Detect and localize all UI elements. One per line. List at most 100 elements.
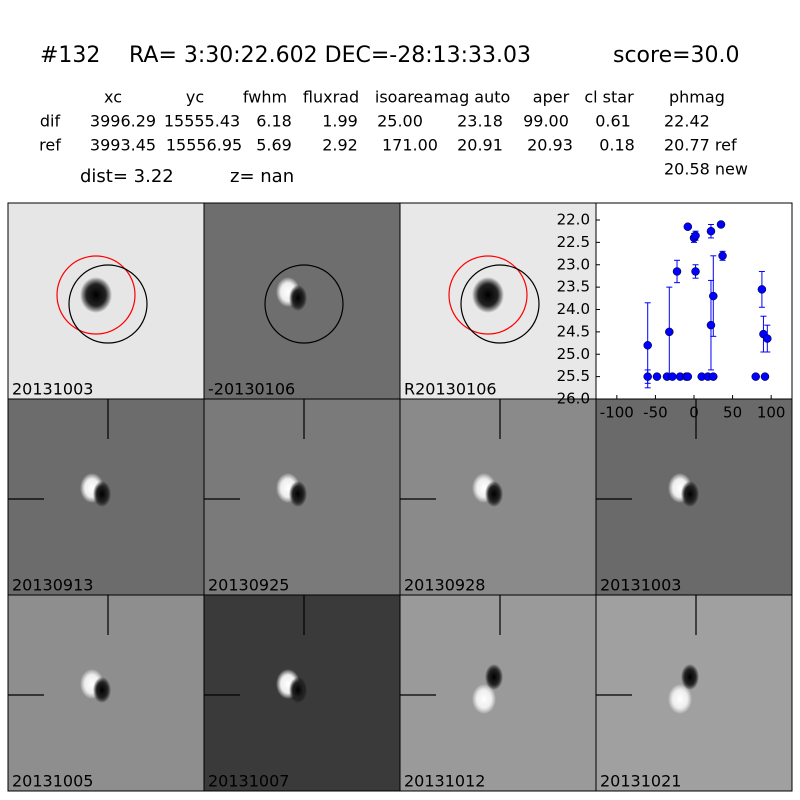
point — [672, 267, 682, 276]
column-header: phmag — [669, 88, 725, 107]
cell: 20.91 — [457, 136, 503, 155]
cell: 15555.43 — [164, 112, 240, 131]
x-tick-label: -50 — [643, 404, 668, 422]
cell: 20.77 ref — [664, 136, 737, 155]
y-tick-label: 22.5 — [557, 233, 590, 251]
point — [691, 231, 700, 240]
point — [716, 220, 726, 229]
row-label: ref — [39, 136, 61, 155]
source-dark — [485, 664, 503, 690]
red-circle — [448, 255, 528, 335]
source-bright — [472, 684, 496, 714]
point — [652, 372, 662, 381]
y-tick-label: 24.0 — [557, 300, 590, 318]
source-dark — [681, 481, 699, 507]
point — [691, 267, 700, 276]
cell: 0.61 — [595, 112, 631, 131]
stamps: 20131003 -20130106 R20130106 20130913 201309… — [7, 202, 793, 792]
cell: 3993.45 — [90, 136, 156, 155]
source-dark — [93, 677, 111, 703]
black-circle — [460, 264, 540, 344]
point — [683, 222, 693, 231]
stamp-label: 20130913 — [12, 576, 93, 595]
point — [757, 285, 767, 294]
cell: 171.00 — [382, 136, 438, 155]
x-tick-label: 100 — [757, 404, 786, 422]
stamp-image — [399, 594, 597, 792]
red-circle — [56, 255, 136, 335]
y-tick-label: 26.0 — [557, 390, 590, 408]
source-dark — [485, 481, 503, 507]
source-dark — [93, 481, 111, 507]
column-header: yc — [186, 88, 204, 107]
score: score=30.0 — [613, 43, 740, 68]
column-header: xc — [104, 88, 122, 107]
y-tick-label: 23.0 — [557, 255, 590, 273]
source — [472, 277, 504, 313]
stamp-label: 20131003 — [600, 576, 681, 595]
stamp-label: 20131003 — [12, 380, 93, 399]
stamp-label: 20131021 — [600, 772, 681, 791]
cell: 2.92 — [322, 136, 358, 155]
stamp-image — [595, 594, 793, 792]
table: xc yc fwhm fluxrad isoarea mag auto aper cl sta… — [39, 88, 737, 155]
cell: 3996.29 — [90, 112, 156, 131]
x-tick-label: 50 — [723, 404, 742, 422]
black-circle — [68, 264, 148, 344]
column-header: isoarea — [375, 88, 433, 107]
point — [751, 372, 760, 381]
stamp-label: 20131005 — [12, 772, 93, 791]
y-tick-label: 22.0 — [557, 211, 590, 229]
object-id: #132 — [40, 43, 100, 68]
source-bright — [668, 684, 692, 714]
row-label: dif — [40, 112, 61, 131]
cell: 6.18 — [256, 112, 292, 131]
phmag-new: 20.58 new — [664, 160, 748, 179]
cell: 23.18 — [457, 112, 503, 131]
source-dark — [289, 481, 307, 507]
y-tick-label: 23.5 — [557, 278, 590, 296]
x-tick-label: 0 — [689, 404, 699, 422]
column-header: aper — [533, 88, 570, 107]
source-dark — [681, 664, 699, 690]
column-header: mag auto — [434, 88, 511, 107]
source — [80, 277, 112, 313]
black-circle — [264, 264, 344, 344]
stamp-label: R20130106 — [404, 380, 497, 399]
column-header: cl star — [584, 88, 634, 107]
cell: 99.00 — [523, 112, 569, 131]
cell: 1.99 — [322, 112, 358, 131]
point — [665, 327, 674, 337]
coordinates: RA= 3:30:22.602 DEC=-28:13:33.03 — [129, 43, 531, 68]
point — [643, 341, 652, 350]
source-dark — [289, 677, 307, 703]
cell: 20.93 — [527, 136, 573, 155]
cell: 22.42 — [664, 112, 710, 131]
source-dark — [289, 285, 307, 311]
cell: 25.00 — [377, 112, 423, 131]
point — [683, 372, 693, 381]
stamp-label: 20130928 — [404, 576, 485, 595]
column-header: fwhm — [243, 88, 287, 107]
dist: dist= 3.22 — [80, 166, 174, 187]
stamp-label: 20130925 — [208, 576, 289, 595]
y-tick-label: 24.5 — [557, 322, 590, 340]
y-tick-label: 25.5 — [557, 367, 590, 385]
cell: 15556.95 — [166, 136, 242, 155]
cell: 5.69 — [256, 136, 292, 155]
cell: 0.18 — [599, 136, 635, 155]
point — [706, 226, 716, 236]
column-header: fluxrad — [303, 88, 359, 107]
stamp-label: 20131012 — [404, 772, 485, 791]
z: z= nan — [230, 166, 294, 187]
y-tick-label: 25.0 — [557, 345, 590, 363]
light-curve: 22.0 22.5 23.0 23.5 24.0 24.5 25.0 25.5 26.0 -100… — [557, 202, 793, 422]
point — [760, 372, 770, 381]
stamp-label: 20131007 — [208, 772, 289, 791]
point — [668, 372, 677, 381]
point — [709, 291, 718, 301]
point — [718, 251, 727, 261]
point — [709, 372, 718, 381]
point — [763, 334, 772, 343]
